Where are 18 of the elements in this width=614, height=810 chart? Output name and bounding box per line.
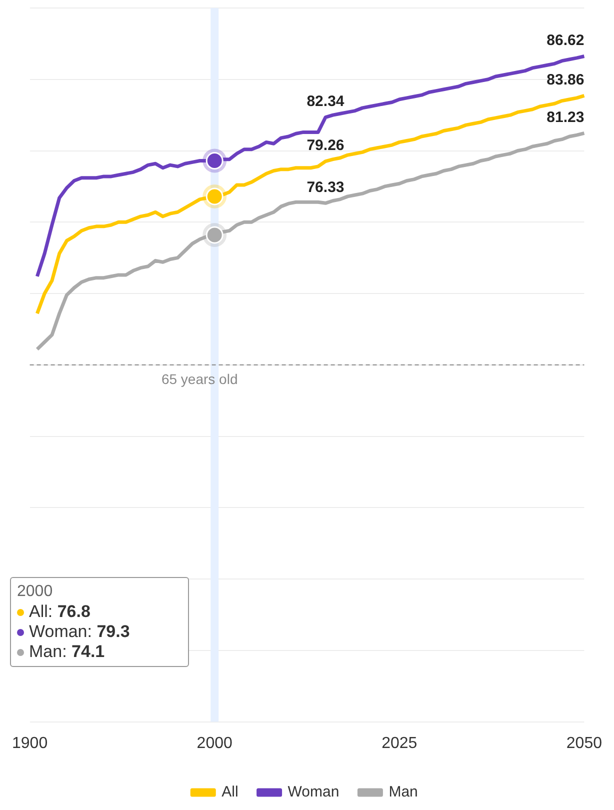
annotation: All: 76.8	[28, 602, 92, 622]
legend-label: Man	[388, 784, 418, 801]
legend-label: All	[222, 784, 238, 801]
data-label: 86.62	[546, 32, 584, 49]
x-tick-label: 2025	[382, 734, 418, 752]
data-label: 83.86	[546, 71, 584, 88]
x-tick-label: 2050	[566, 734, 602, 752]
ref-line-label: 65 years old	[161, 370, 238, 387]
data-label: 82.34	[306, 92, 345, 110]
annotation: Woman: 79.3	[28, 622, 131, 642]
data-label: 81.23	[546, 108, 584, 126]
annotation: Man: 74.1	[28, 642, 106, 662]
data-label: 76.33	[306, 178, 344, 196]
x-tick-label: 2000	[196, 734, 232, 752]
data-label: 79.26	[306, 136, 344, 154]
legend-label: Woman	[288, 784, 340, 801]
annotation: 2000	[17, 582, 54, 602]
x-tick-label: 1900	[12, 734, 48, 752]
